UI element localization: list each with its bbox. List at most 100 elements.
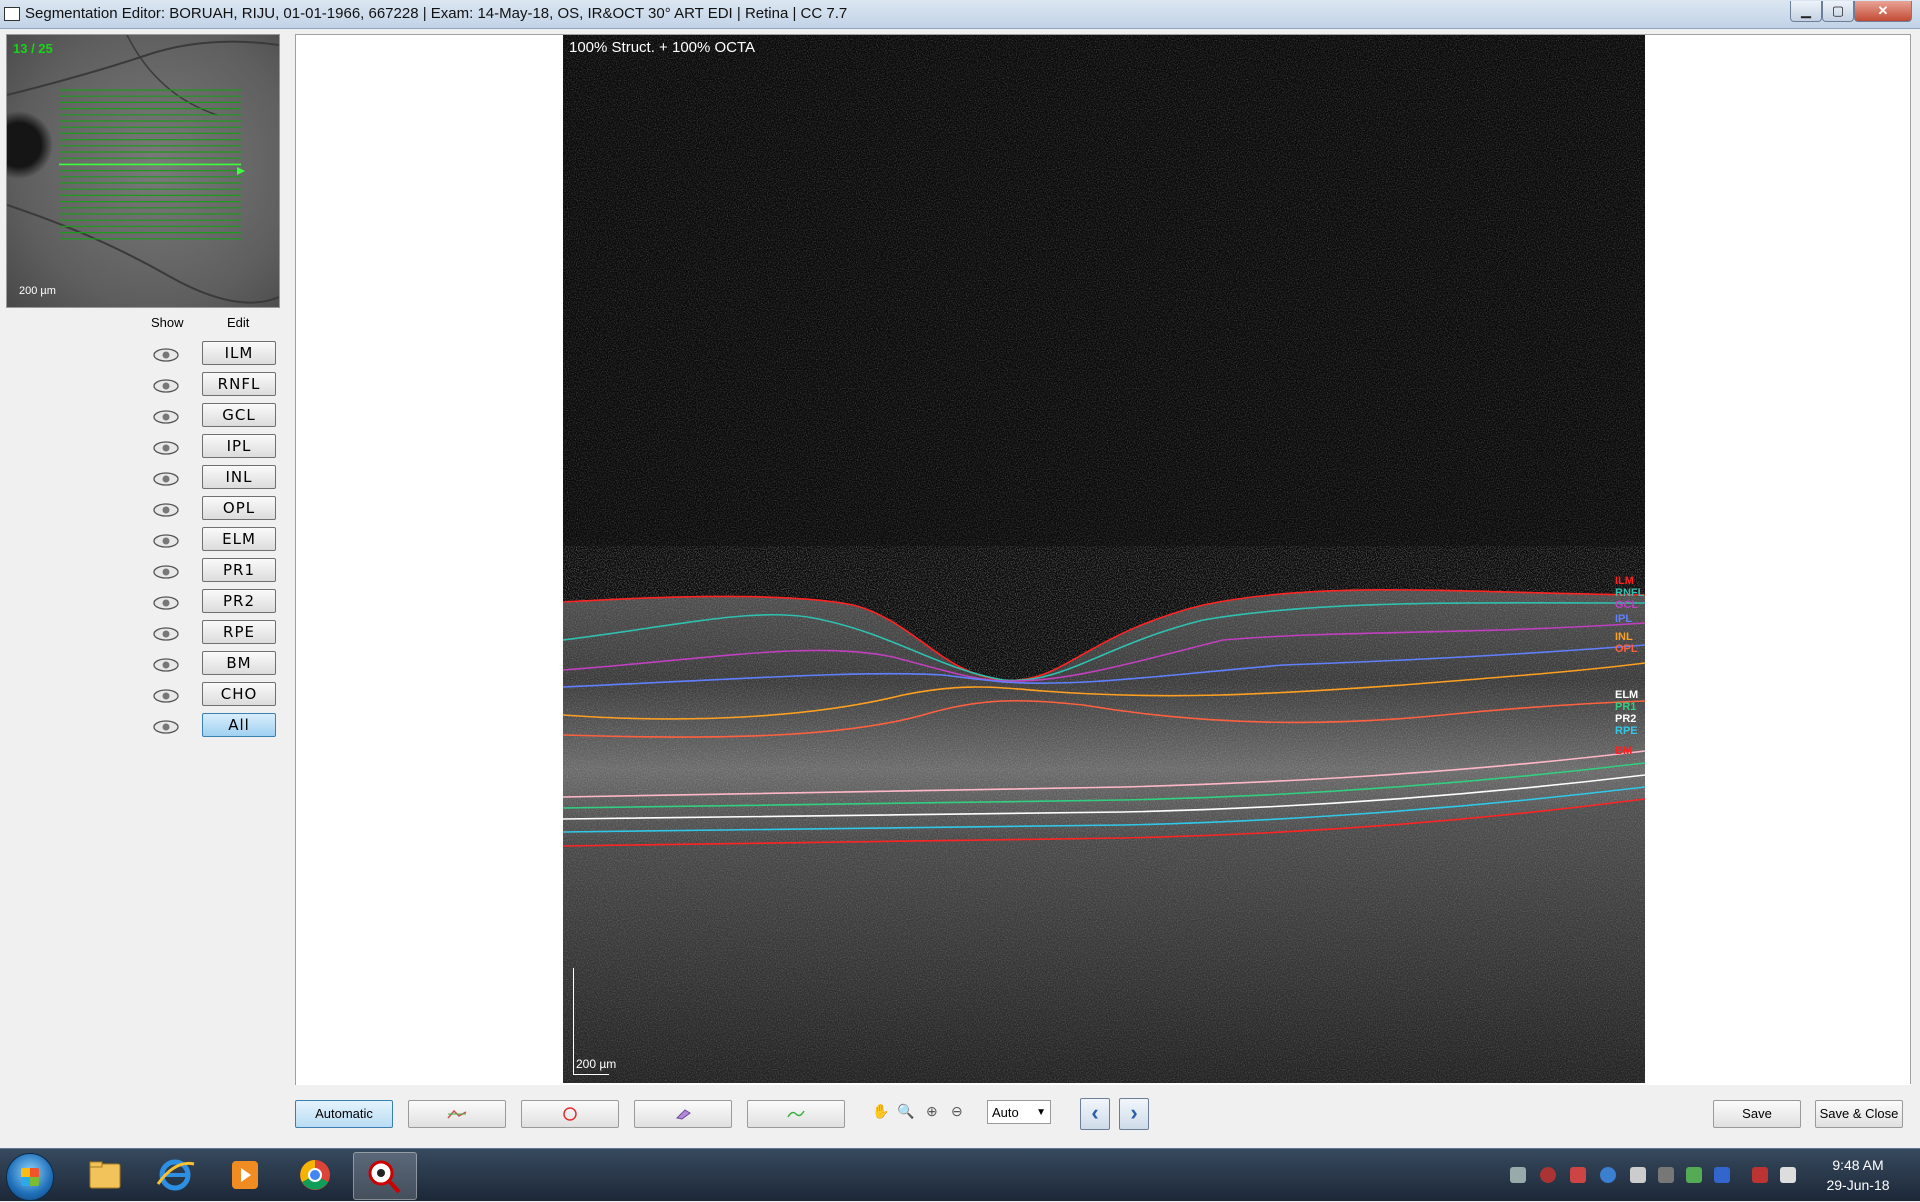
save-button[interactable]: Save — [1713, 1100, 1801, 1128]
boundary-label: INL — [1615, 631, 1633, 643]
eye-icon[interactable] — [152, 409, 180, 425]
layer-row: IPL — [0, 433, 290, 463]
layer-row: All — [0, 712, 290, 742]
layer-edit-button[interactable]: RPE — [202, 620, 276, 644]
automatic-button[interactable]: Automatic — [295, 1100, 393, 1128]
boundary-label: ILM — [1615, 575, 1634, 587]
segmentation-editor-taskbar-button[interactable] — [353, 1152, 417, 1200]
boundary-label: IPL — [1615, 613, 1633, 625]
next-scan-button[interactable]: › — [1119, 1098, 1149, 1130]
left-panel: 13 / 25 200 µm Show Edit ILM RNFL GCL IPL IN… — [0, 28, 290, 1148]
boundary-label: RNFL — [1615, 587, 1645, 599]
zoom-out-icon[interactable]: ⊖ — [951, 1103, 963, 1119]
scale-bar-horizontal — [573, 1074, 609, 1075]
windows-taskbar: 9:48 AM 29-Jun-18 — [0, 1148, 1920, 1201]
smooth-tool-button[interactable] — [747, 1100, 845, 1128]
layer-edit-button[interactable]: BM — [202, 651, 276, 675]
scale-bar-vertical — [573, 968, 574, 1074]
window-title: Segmentation Editor: BORUAH, RIJU, 01-01… — [25, 5, 848, 22]
tray-globe-icon[interactable] — [1600, 1167, 1616, 1183]
layer-edit-button[interactable]: All — [202, 713, 276, 737]
circle-icon — [563, 1107, 577, 1121]
eye-magnifier-icon — [368, 1160, 401, 1194]
eye-icon[interactable] — [152, 564, 180, 580]
zoom-icon[interactable]: 🔍 — [897, 1103, 915, 1119]
oct-scale-label: 200 µm — [576, 1057, 617, 1071]
layer-edit-button[interactable]: ILM — [202, 341, 276, 365]
layer-edit-button[interactable]: ELM — [202, 527, 276, 551]
layer-edit-button[interactable]: CHO — [202, 682, 276, 706]
internet-explorer-taskbar-button[interactable] — [144, 1152, 206, 1198]
zoom-in-icon[interactable]: ⊕ — [926, 1103, 938, 1119]
eraser-icon — [675, 1109, 691, 1120]
layer-row: RPE — [0, 619, 290, 649]
minimize-button[interactable]: ▁ — [1790, 1, 1822, 22]
oct-bscan-image[interactable]: 100% Struct. + 100% OCTA 200 µm ILM RNFL G… — [563, 35, 1645, 1083]
chevron-down-icon: ▼ — [1036, 1107, 1046, 1118]
layer-row: OPL — [0, 495, 290, 525]
tray-volume-icon[interactable] — [1630, 1167, 1646, 1183]
tray-flag-icon[interactable] — [1752, 1167, 1768, 1183]
taskbar-clock[interactable]: 9:48 AM 29-Jun-18 — [1808, 1155, 1908, 1195]
layer-edit-button[interactable]: PR2 — [202, 589, 276, 613]
layer-edit-button[interactable]: PR1 — [202, 558, 276, 582]
maximize-button[interactable]: ▢ — [1822, 1, 1854, 22]
scan-lines-overlay — [7, 35, 279, 304]
pan-hand-icon[interactable]: ✋ — [872, 1103, 890, 1119]
layer-row: PR1 — [0, 557, 290, 587]
tray-network-icon[interactable] — [1510, 1167, 1526, 1183]
layer-edit-button[interactable]: GCL — [202, 403, 276, 427]
boundary-label: BM — [1615, 745, 1633, 757]
boundary-label: PR1 — [1615, 701, 1637, 713]
layer-row: INL — [0, 464, 290, 494]
previous-scan-button[interactable]: ‹ — [1080, 1098, 1110, 1130]
tray-device-icon[interactable] — [1658, 1167, 1674, 1183]
circle-tool-button[interactable] — [521, 1100, 619, 1128]
eye-icon[interactable] — [152, 502, 180, 518]
layer-edit-button[interactable]: RNFL — [202, 372, 276, 396]
draw-line-icon — [447, 1109, 467, 1119]
window-titlebar: Segmentation Editor: BORUAH, RIJU, 01-01… — [0, 0, 1920, 29]
layer-row: RNFL — [0, 371, 290, 401]
eye-icon[interactable] — [152, 719, 180, 735]
eye-icon[interactable] — [152, 378, 180, 394]
tray-alert-icon[interactable] — [1570, 1167, 1586, 1183]
boundary-label: ELM — [1615, 689, 1639, 701]
chrome-taskbar-button[interactable] — [284, 1152, 346, 1198]
scan-counter: 13 / 25 — [13, 41, 53, 56]
tray-eye-icon[interactable] — [1540, 1167, 1556, 1183]
app-icon — [4, 7, 20, 21]
eye-icon[interactable] — [152, 471, 180, 487]
tray-action-center-icon[interactable] — [1780, 1167, 1796, 1183]
start-button[interactable] — [6, 1153, 54, 1201]
zoom-select[interactable]: Auto ▼ — [987, 1100, 1051, 1124]
draw-line-tool-button[interactable] — [408, 1100, 506, 1128]
eye-icon[interactable] — [152, 347, 180, 363]
eye-icon[interactable] — [152, 626, 180, 642]
explorer-taskbar-button[interactable] — [74, 1152, 136, 1198]
eye-icon[interactable] — [152, 440, 180, 456]
eye-icon[interactable] — [152, 657, 180, 673]
layer-edit-button[interactable]: IPL — [202, 434, 276, 458]
layer-row: BM — [0, 650, 290, 680]
eye-icon[interactable] — [152, 595, 180, 611]
eraser-tool-button[interactable] — [634, 1100, 732, 1128]
layer-row: ELM — [0, 526, 290, 556]
layer-row: PR2 — [0, 588, 290, 618]
canvas-border — [1910, 34, 1911, 1084]
tray-bluetooth-icon[interactable] — [1714, 1167, 1730, 1183]
close-button[interactable]: ✕ — [1854, 1, 1912, 22]
boundary-label: OPL — [1615, 643, 1638, 655]
clock-time: 9:48 AM — [1832, 1157, 1884, 1173]
tray-battery-icon[interactable] — [1686, 1167, 1702, 1183]
eye-icon[interactable] — [152, 533, 180, 549]
fundus-thumbnail[interactable]: 13 / 25 200 µm — [6, 34, 280, 308]
eye-icon[interactable] — [152, 688, 180, 704]
zoom-select-value: Auto — [992, 1105, 1019, 1120]
smooth-curve-icon — [787, 1110, 805, 1118]
layer-edit-button[interactable]: OPL — [202, 496, 276, 520]
save-close-button[interactable]: Save & Close — [1815, 1100, 1903, 1128]
layer-edit-button[interactable]: INL — [202, 465, 276, 489]
media-player-taskbar-button[interactable] — [214, 1152, 276, 1198]
segmentation-overlay — [563, 35, 1645, 1083]
